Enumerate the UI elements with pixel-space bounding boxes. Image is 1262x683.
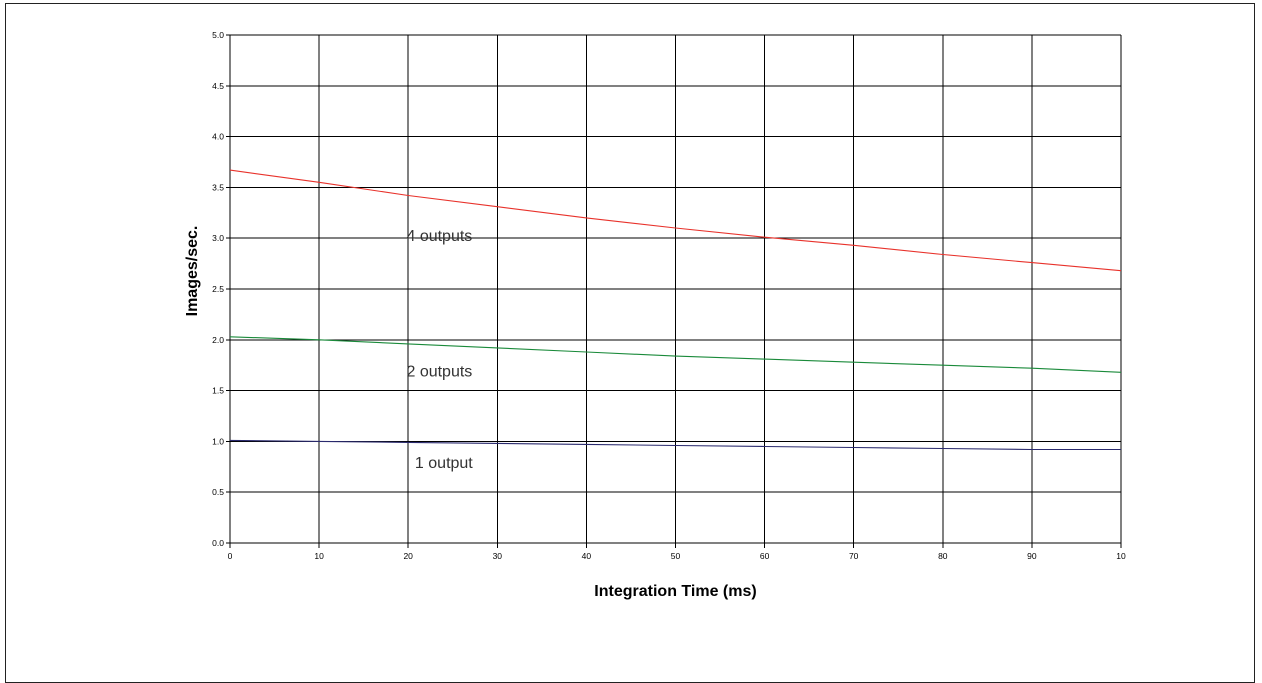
x-axis-title: Integration Time (ms) — [594, 583, 756, 600]
data-point — [497, 206, 498, 207]
series-line-1-output — [229, 439, 1121, 451]
x-tick-label: 30 — [493, 551, 503, 561]
grid — [229, 34, 1122, 544]
data-point — [1120, 372, 1121, 373]
data-point — [1031, 368, 1032, 369]
data-point — [586, 351, 587, 352]
y-tick-label: 1.5 — [212, 386, 224, 396]
data-point — [497, 443, 498, 444]
data-point — [675, 227, 676, 228]
series-label: 2 outputs — [406, 363, 472, 380]
y-tick-label: 5.0 — [212, 30, 224, 40]
data-point — [942, 365, 943, 366]
x-tick-label: 60 — [760, 551, 770, 561]
data-point — [853, 362, 854, 363]
data-point — [764, 359, 765, 360]
data-point — [319, 339, 320, 340]
data-point — [229, 440, 230, 441]
data-point — [853, 447, 854, 448]
x-tick-label: 90 — [1027, 551, 1037, 561]
data-point — [764, 237, 765, 238]
series-lines — [229, 169, 1122, 451]
chart-frame — [5, 3, 1255, 683]
data-point — [1031, 262, 1032, 263]
data-point — [229, 336, 230, 337]
data-point — [408, 343, 409, 344]
x-tick-labels: 0 10 20 30 40 50 60 70 80 90 10 — [228, 551, 1126, 561]
x-tick-label: 20 — [403, 551, 413, 561]
series-line-4-outputs — [229, 169, 1122, 272]
y-axis-title: Images/sec. — [184, 226, 201, 317]
data-point — [942, 254, 943, 255]
series-labels: 4 outputs 2 outputs 1 output — [406, 228, 473, 472]
y-tick-labels: 0.0 0.5 1.0 1.5 2.0 2.5 3.0 3.5 4.0 4.5 5.0 — [212, 30, 224, 548]
y-tick-label: 2.0 — [212, 335, 224, 345]
x-tick-label: 0 — [228, 551, 233, 561]
x-tick-label: 50 — [671, 551, 681, 561]
series-line-2-outputs — [229, 336, 1122, 373]
x-tick-label: 70 — [849, 551, 859, 561]
data-point — [675, 445, 676, 446]
data-point — [586, 444, 587, 445]
data-point — [1120, 449, 1121, 450]
x-tick-label: 40 — [582, 551, 592, 561]
series-label: 4 outputs — [406, 228, 472, 245]
data-point — [586, 217, 587, 218]
x-tick-label: 10 — [314, 551, 324, 561]
y-tick-label: 3.5 — [212, 182, 224, 192]
data-point — [942, 448, 943, 449]
data-point — [319, 182, 320, 183]
data-point — [853, 245, 854, 246]
y-tick-label: 2.5 — [212, 284, 224, 294]
data-point — [764, 446, 765, 447]
data-point — [229, 170, 230, 171]
y-tick-label: 3.0 — [212, 233, 224, 243]
data-point — [408, 195, 409, 196]
data-point — [497, 347, 498, 348]
y-tick-label: 0.0 — [212, 538, 224, 548]
data-point — [319, 441, 320, 442]
data-point — [1031, 449, 1032, 450]
series-label: 1 output — [415, 455, 473, 472]
y-tick-label: 4.0 — [212, 132, 224, 142]
data-point — [1120, 270, 1121, 271]
data-point — [408, 442, 409, 443]
x-tick-label: 10 — [1116, 551, 1126, 561]
y-tick-label: 0.5 — [212, 487, 224, 497]
x-tick-label: 80 — [938, 551, 948, 561]
axes — [226, 34, 1122, 548]
y-tick-label: 4.5 — [212, 81, 224, 91]
data-point — [675, 355, 676, 356]
y-tick-label: 1.0 — [212, 436, 224, 446]
